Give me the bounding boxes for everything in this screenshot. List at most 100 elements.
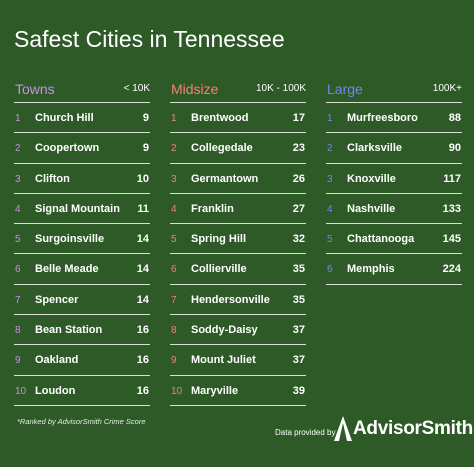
crime-score: 16 [136,324,149,337]
crime-score: 117 [443,172,461,185]
crime-score: 145 [442,233,461,246]
city-name: Murfreesboro [347,112,418,124]
column-heading: Large [327,81,363,97]
column-header: Large 100K+ [326,78,462,103]
column-header: Midsize 10K - 100K [170,78,306,103]
title: Safest Cities in Tennessee [14,26,285,52]
city-name: Coopertown [35,142,100,155]
crime-score: 9 [142,142,149,155]
column: Large 100K+ 1 Murfreesboro 88 2 Clarksville 90 3… [326,78,462,285]
city-name: Spencer [35,293,79,306]
city-row: 6 Belle Meade 14 [14,254,150,285]
crime-score: 133 [442,202,461,215]
rank: 8 [171,325,177,337]
city-name: Bean Station [35,324,103,337]
city-row: 2 Coopertown 9 [14,133,150,164]
population-range: 100K+ [432,83,462,94]
city-row: 9 Mount Juliet 37 [170,345,306,376]
city-row: 5 Spring Hill 32 [170,224,306,255]
city-name: Collegedale [191,142,253,155]
city-name: Germantown [191,172,259,185]
rank: 6 [327,264,333,276]
city-name: Surgoinsville [35,233,105,246]
rank: 4 [327,203,333,215]
city-row: 6 Memphis 224 [326,254,462,285]
crime-score: 35 [292,263,305,276]
crime-score: 37 [292,354,305,367]
city-row: 10 Loudon 16 [14,376,150,406]
logo: AdvisorSmith [333,414,473,444]
city-name: Spring Hill [191,233,246,246]
crime-score: 16 [136,354,149,367]
city-row: 2 Clarksville 90 [326,133,462,164]
rank: 10 [171,385,183,397]
city-name: Knoxville [347,172,396,185]
rank: 5 [171,234,177,246]
city-name: Soddy-Daisy [191,324,258,337]
crime-score: 14 [136,293,149,306]
rank: 4 [15,203,21,215]
rank: 7 [171,294,177,306]
city-name: Clarksville [347,142,403,155]
crime-score: 224 [442,263,461,276]
city-name: Loudon [35,384,76,397]
crime-score: 35 [292,293,305,306]
rank: 10 [15,385,27,397]
city-name: Chattanooga [347,233,415,246]
population-range: < 10K [123,83,150,94]
city-row: 1 Brentwood 17 [170,103,306,134]
rank: 5 [15,234,21,246]
city-name: Signal Mountain [35,202,120,215]
city-name: Belle Meade [35,263,99,276]
rank: 2 [15,143,21,155]
city-name: Brentwood [191,112,249,124]
city-row: 8 Bean Station 16 [14,315,150,346]
city-row: 4 Nashville 133 [326,194,462,225]
rank: 1 [171,113,177,124]
rank: 6 [171,264,177,276]
rank: 1 [327,113,333,124]
city-row: 3 Clifton 10 [14,164,150,194]
city-name: Clifton [35,172,70,185]
crime-score: 39 [292,384,305,397]
rank: 4 [171,203,177,215]
crime-score: 14 [136,233,149,246]
city-row: 5 Chattanooga 145 [326,224,462,255]
city-name: Hendersonville [191,293,270,306]
column-heading: Midsize [171,81,219,97]
city-row: 4 Franklin 27 [170,194,306,225]
crime-score: 14 [136,263,149,276]
crime-score: 11 [137,202,149,215]
city-row: 9 Oakland 16 [14,345,150,376]
crime-score: 90 [448,142,461,155]
logo-text: AdvisorSmith [353,418,473,439]
rank: 3 [327,173,333,185]
crime-score: 88 [448,112,461,124]
city-row: 1 Murfreesboro 88 [326,103,462,134]
column: Towns < 10K 1 Church Hill 9 2 Coopertown 9 3 Clif… [14,78,150,406]
city-row: 7 Hendersonville 35 [170,285,306,316]
city-name: Oakland [35,354,79,367]
logo-icon [334,416,352,441]
crime-score: 26 [292,172,305,185]
crime-score: 17 [292,112,305,124]
city-row: 8 Soddy-Daisy 37 [170,315,306,346]
rank: 1 [15,113,21,124]
rank: 8 [15,325,21,337]
city-row: 5 Surgoinsville 14 [14,224,150,255]
crime-score: 16 [136,384,149,397]
rank: 5 [327,234,333,246]
rank: 2 [171,143,177,155]
crime-score: 32 [292,233,305,246]
rank: 7 [15,294,21,306]
crime-score: 10 [136,172,149,185]
population-range: 10K - 100K [255,83,306,94]
city-name: Collierville [191,263,247,276]
city-name: Maryville [191,384,239,397]
rank: 3 [171,173,177,185]
rank: 9 [171,355,177,367]
city-row: 3 Germantown 26 [170,164,306,194]
city-row: 10 Maryville 39 [170,376,306,406]
column-heading: Towns [15,81,55,97]
